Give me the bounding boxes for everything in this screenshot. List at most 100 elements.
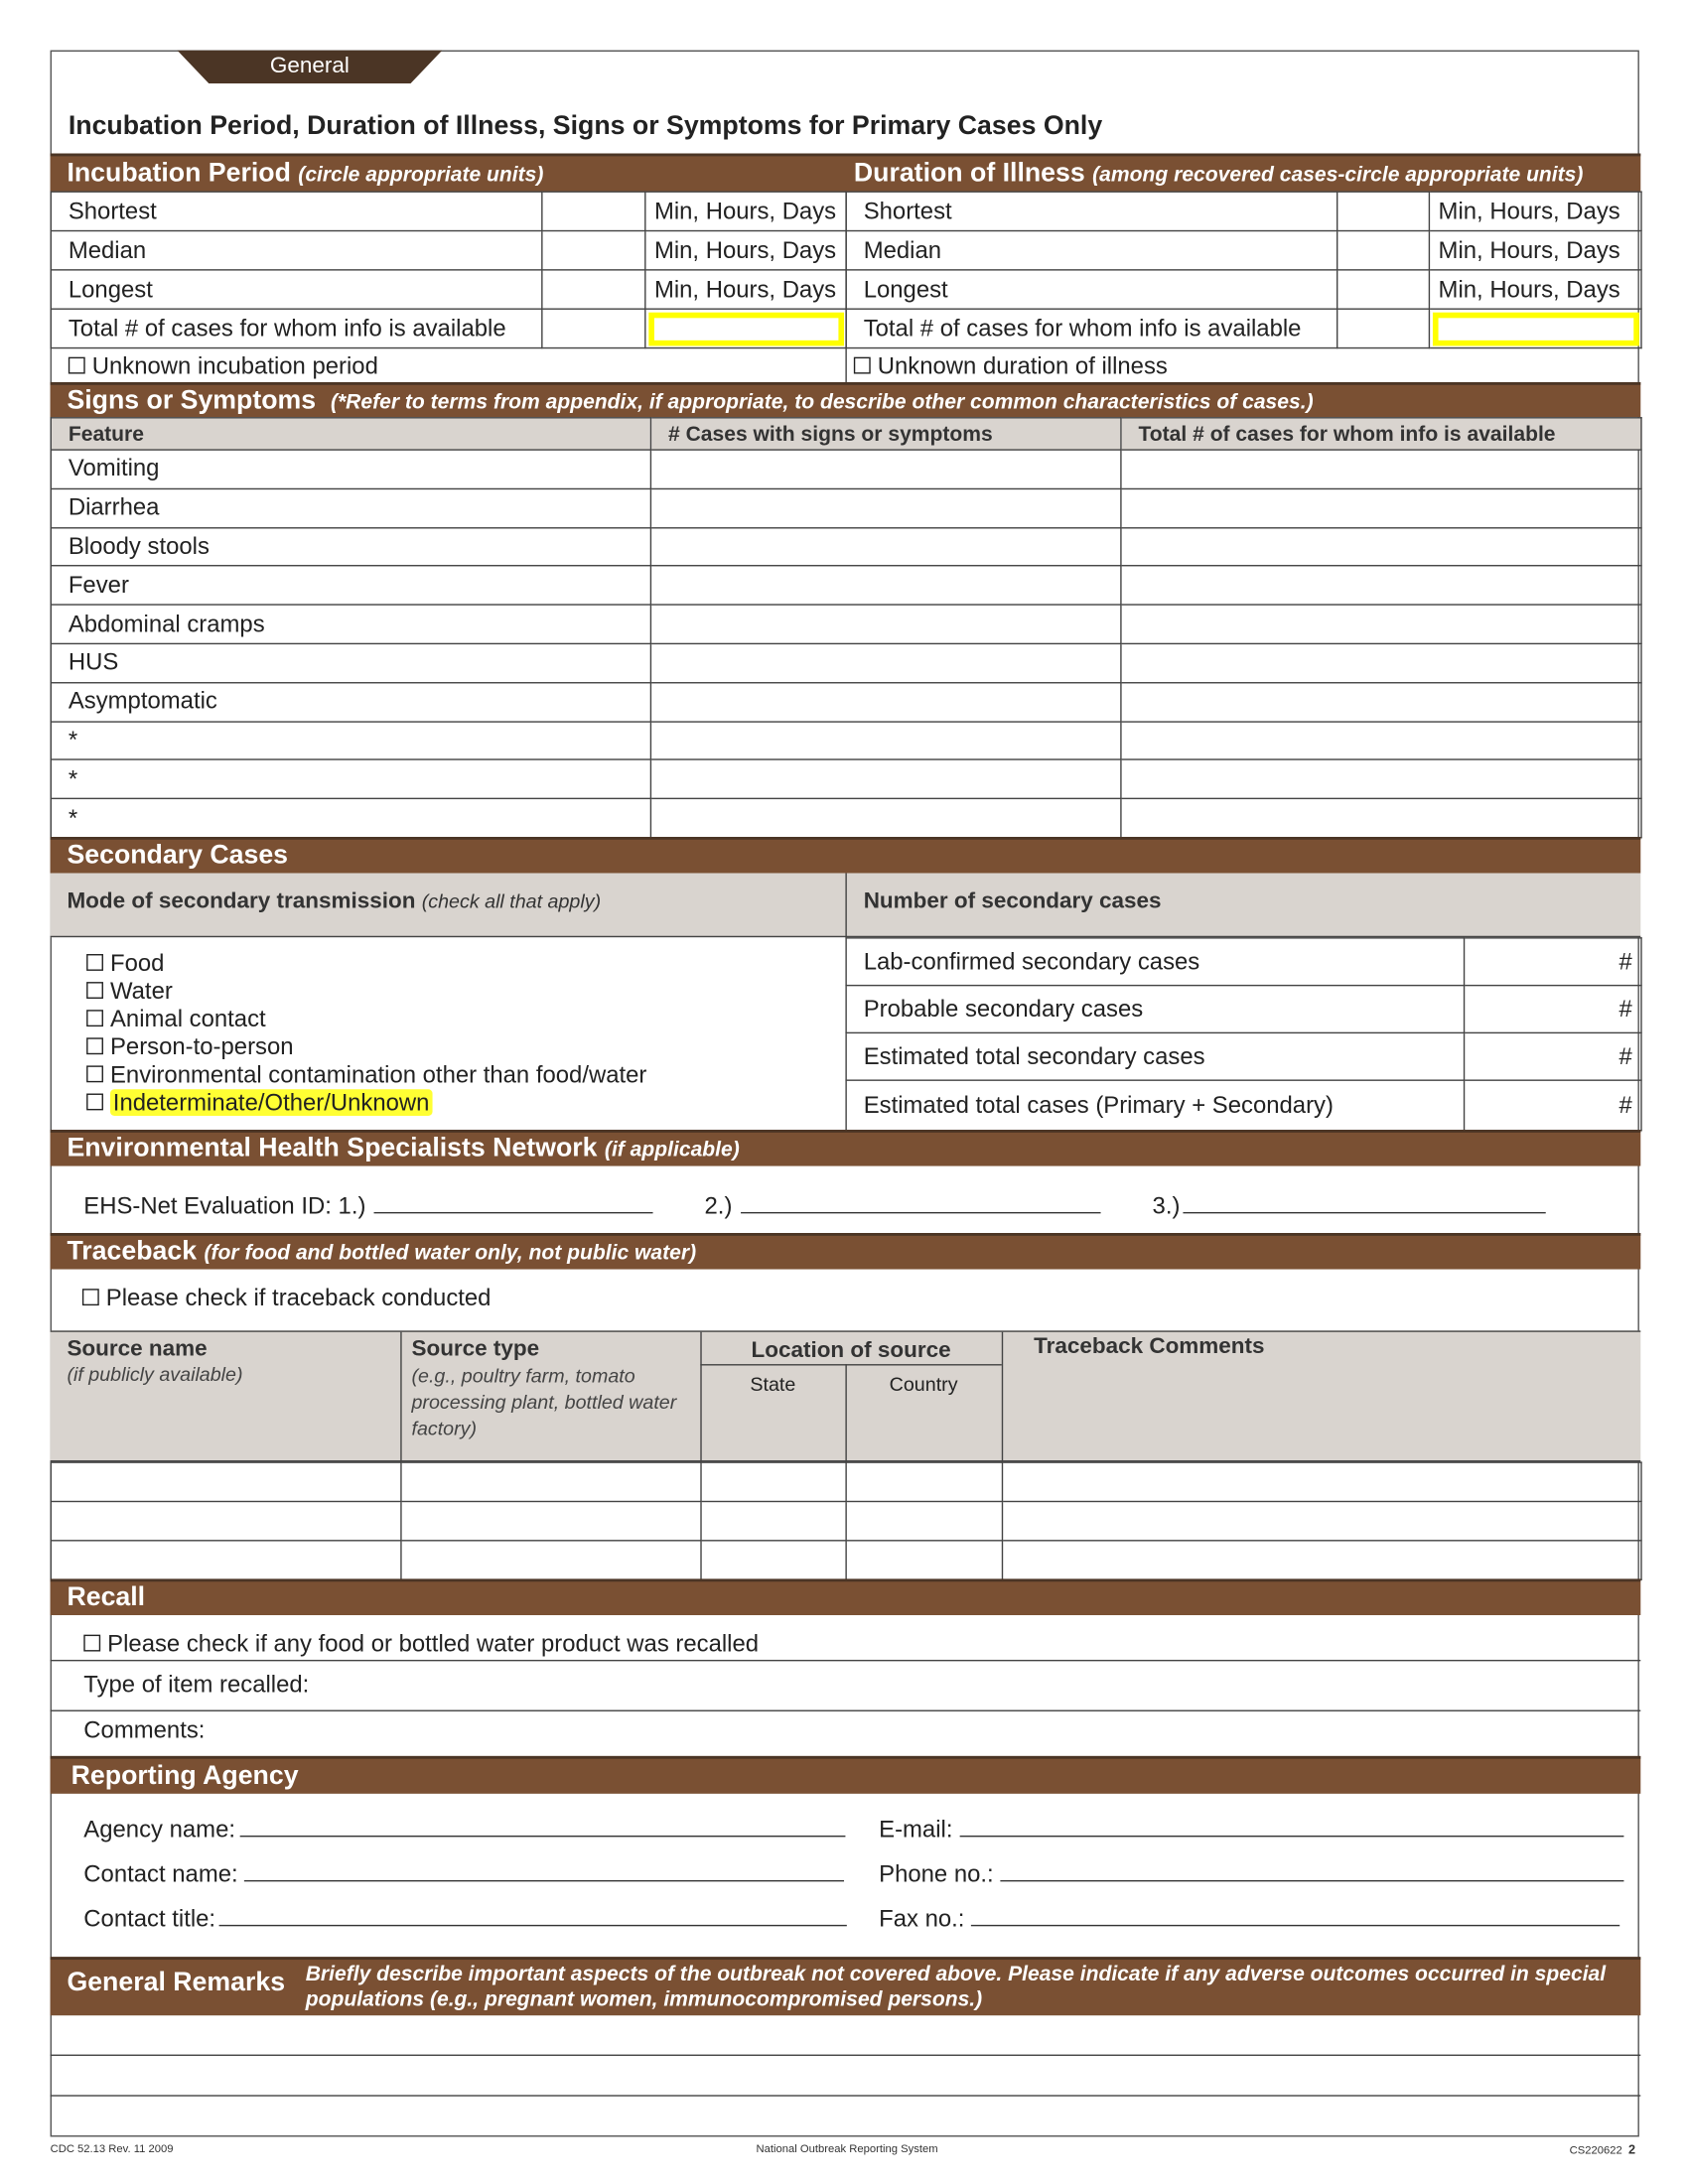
row-label: Shortest xyxy=(50,191,543,232)
traceback-header: Traceback (for food and bottled water on… xyxy=(50,1233,1641,1270)
value-field[interactable] xyxy=(1336,191,1431,232)
cases-field[interactable] xyxy=(649,565,1122,607)
total-field[interactable] xyxy=(1120,681,1642,723)
recall-type-field[interactable]: Type of item recalled: xyxy=(83,1671,310,1698)
ehs-id-3-field[interactable] xyxy=(1183,1192,1546,1214)
traceback-checkbox[interactable]: Please check if traceback conducted xyxy=(81,1285,492,1312)
unknown-incubation-checkbox[interactable]: Unknown incubation period xyxy=(68,352,378,380)
ehs-id-1-field[interactable] xyxy=(373,1192,653,1214)
checkbox-icon[interactable] xyxy=(86,1010,103,1027)
traceback-cell[interactable] xyxy=(700,1500,847,1542)
cases-field[interactable] xyxy=(649,526,1122,567)
total-field[interactable] xyxy=(1120,526,1642,567)
value-field[interactable] xyxy=(1336,308,1431,349)
highlighted-field[interactable] xyxy=(1428,308,1642,349)
remarks-header: General Remarks Briefly describe importa… xyxy=(50,1957,1641,2016)
checkbox-icon[interactable] xyxy=(83,1634,101,1652)
incubation-duration-header: Incubation Period (circle appropriate un… xyxy=(50,153,1641,192)
value-field[interactable] xyxy=(1336,229,1431,271)
value-field[interactable] xyxy=(541,269,646,310)
fax-field[interactable]: Fax no.: xyxy=(879,1905,1620,1933)
traceback-cell[interactable] xyxy=(50,1540,402,1580)
total-field[interactable] xyxy=(1120,565,1642,607)
total-field[interactable] xyxy=(1120,642,1642,684)
checkbox-icon[interactable] xyxy=(853,356,871,374)
feature-label: Diarrhea xyxy=(50,487,652,528)
page-title: Incubation Period, Duration of Illness, … xyxy=(68,111,1103,141)
traceback-cell[interactable] xyxy=(700,1540,847,1580)
tab-general[interactable]: General xyxy=(177,50,443,84)
cases-field[interactable] xyxy=(649,720,1122,761)
table-row: Shortest Min, Hours, Days xyxy=(845,191,1642,232)
traceback-cell[interactable] xyxy=(400,1540,702,1580)
traceback-cell[interactable] xyxy=(1001,1540,1642,1580)
traceback-cell[interactable] xyxy=(845,1461,1004,1503)
traceback-cell[interactable] xyxy=(845,1540,1004,1580)
cases-field[interactable] xyxy=(649,642,1122,684)
mode-checkbox[interactable]: Water xyxy=(86,978,646,1006)
count-field[interactable]: # xyxy=(1463,1031,1642,1081)
mode-checkbox[interactable]: Indeterminate/Other/Unknown xyxy=(86,1089,646,1117)
mode-checkbox[interactable]: Person-to-person xyxy=(86,1033,646,1061)
traceback-cell[interactable] xyxy=(400,1461,702,1503)
count-field[interactable]: # xyxy=(1463,937,1642,987)
traceback-cell[interactable] xyxy=(1001,1461,1642,1503)
incubation-heading: Incubation Period (circle appropriate un… xyxy=(67,159,544,189)
checkbox-icon[interactable] xyxy=(86,1037,103,1055)
total-field[interactable] xyxy=(1120,487,1642,528)
remarks-field[interactable] xyxy=(51,2015,1641,2136)
column-header: Total # of cases for whom info is availa… xyxy=(1120,417,1642,451)
table-row xyxy=(50,1461,1642,1503)
units-label: Min, Hours, Days xyxy=(1428,269,1642,310)
phone-field[interactable]: Phone no.: xyxy=(879,1860,1624,1888)
traceback-cell[interactable] xyxy=(1001,1500,1642,1542)
traceback-cell[interactable] xyxy=(400,1500,702,1542)
table-row: Estimated total cases (Primary + Seconda… xyxy=(845,1079,1642,1132)
value-field[interactable] xyxy=(541,229,646,271)
row-label: Total # of cases for whom info is availa… xyxy=(845,308,1338,349)
contact-name-field[interactable]: Contact name: xyxy=(83,1860,844,1888)
secondary-header: Secondary Cases xyxy=(50,837,1641,874)
ehs-id-2-field[interactable] xyxy=(740,1192,1101,1214)
cases-field[interactable] xyxy=(649,797,1122,839)
cases-field[interactable] xyxy=(649,487,1122,528)
email-field[interactable]: E-mail: xyxy=(879,1816,1624,1843)
total-field[interactable] xyxy=(1120,797,1642,839)
traceback-cell[interactable] xyxy=(50,1461,402,1503)
cases-field[interactable] xyxy=(649,604,1122,645)
checkbox-icon[interactable] xyxy=(81,1289,99,1306)
traceback-table-header: Source name (if publicly available) Sour… xyxy=(50,1330,1641,1463)
cases-field[interactable] xyxy=(649,681,1122,723)
value-field[interactable] xyxy=(1336,269,1431,310)
checkbox-icon[interactable] xyxy=(86,1093,103,1111)
recall-comments-field[interactable]: Comments: xyxy=(83,1716,206,1744)
total-field[interactable] xyxy=(1120,604,1642,645)
unknown-duration-checkbox[interactable]: Unknown duration of illness xyxy=(853,352,1168,380)
checkbox-icon[interactable] xyxy=(86,954,103,971)
contact-title-field[interactable]: Contact title: xyxy=(83,1905,847,1933)
count-label: Estimated total cases (Primary + Seconda… xyxy=(845,1079,1466,1132)
count-field[interactable]: # xyxy=(1463,1079,1642,1132)
row-label: Median xyxy=(50,229,543,271)
mode-checkbox[interactable]: Food xyxy=(86,950,646,978)
total-field[interactable] xyxy=(1120,720,1642,761)
total-field[interactable] xyxy=(1120,758,1642,800)
mode-checkbox[interactable]: Environmental contamination other than f… xyxy=(86,1061,646,1089)
checkbox-icon[interactable] xyxy=(68,356,85,374)
traceback-cell[interactable] xyxy=(700,1461,847,1503)
checkbox-icon[interactable] xyxy=(86,1065,103,1083)
total-field[interactable] xyxy=(1120,449,1642,489)
traceback-cell[interactable] xyxy=(845,1500,1004,1542)
cases-field[interactable] xyxy=(649,758,1122,800)
agency-name-field[interactable]: Agency name: xyxy=(83,1816,845,1843)
value-field[interactable] xyxy=(541,308,646,349)
recall-checkbox[interactable]: Please check if any food or bottled wate… xyxy=(83,1630,759,1658)
value-field[interactable] xyxy=(541,191,646,232)
cases-field[interactable] xyxy=(649,449,1122,489)
highlighted-field[interactable] xyxy=(644,308,847,349)
count-field[interactable]: # xyxy=(1463,984,1642,1034)
checkbox-icon[interactable] xyxy=(86,982,103,999)
mode-checkbox[interactable]: Animal contact xyxy=(86,1006,646,1033)
feature-label: * xyxy=(50,720,652,761)
traceback-cell[interactable] xyxy=(50,1500,402,1542)
